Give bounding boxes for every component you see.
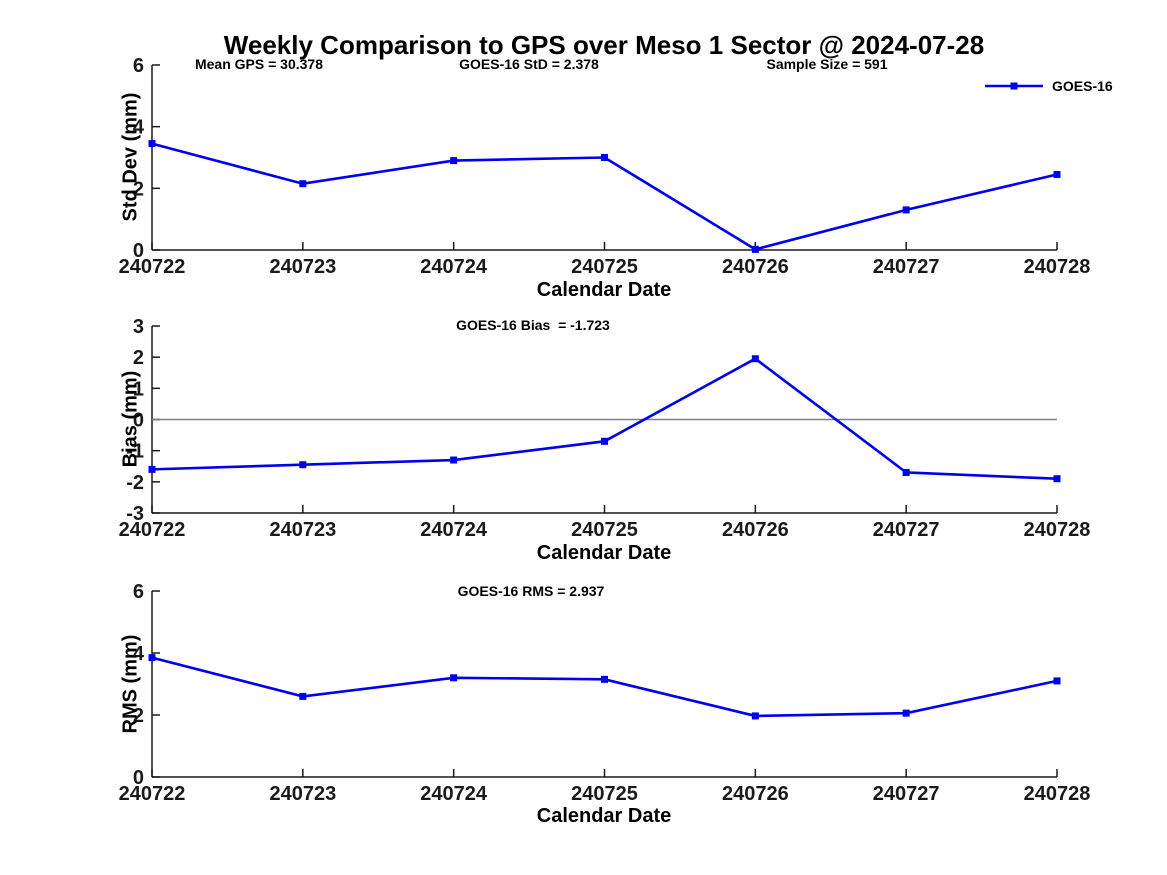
y-tick-label: 0 <box>133 240 144 262</box>
data-point-marker <box>1053 475 1061 483</box>
x-tick-label: 240726 <box>722 256 789 278</box>
data-point-marker <box>299 461 307 469</box>
data-point-marker <box>902 468 910 476</box>
data-point-marker <box>601 437 608 445</box>
y-axis-label-std-dev: Std Dev (mm) <box>119 92 142 222</box>
legend-label: GOES-16 <box>1052 78 1113 94</box>
y-tick-label: 0 <box>133 767 144 789</box>
y-tick-label: 1 <box>133 378 144 400</box>
y-tick-label: 0 <box>133 410 144 432</box>
x-tick-label: 240725 <box>571 783 638 805</box>
data-point-marker <box>450 674 458 682</box>
legend-line-marker-icon <box>985 82 1043 90</box>
x-tick-label: 240728 <box>1024 783 1091 805</box>
y-tick-label: 2 <box>133 347 144 369</box>
x-tick-label: 240722 <box>119 256 186 278</box>
data-point-marker <box>1053 170 1061 178</box>
x-axis-label-panel1: Calendar Date <box>536 279 672 301</box>
data-point-marker <box>601 154 608 161</box>
y-tick-label: 6 <box>133 55 144 77</box>
y-axis-label-rms: RMS (mm) <box>119 634 142 734</box>
y-tick-label: 2 <box>133 178 144 200</box>
x-tick-label: 240723 <box>269 783 336 805</box>
data-point-marker <box>902 206 910 214</box>
x-tick-label: 240724 <box>420 256 488 278</box>
x-axis-label-panel2: Calendar Date <box>536 542 672 564</box>
x-tick-label: 240728 <box>1024 256 1091 278</box>
annotation-mean-gps: Mean GPS = 30.378 <box>194 56 324 72</box>
y-tick-label: 2 <box>133 705 144 727</box>
x-tick-label: 240727 <box>873 256 940 278</box>
annotation-sample-size: Sample Size = 591 <box>766 56 888 72</box>
x-tick-label: 240724 <box>420 783 488 805</box>
data-point-marker <box>751 355 759 363</box>
data-point-marker <box>299 692 307 700</box>
series-line-GOES-16 <box>151 357 1058 481</box>
data-point-marker <box>751 245 759 253</box>
y-tick-label: -3 <box>126 503 144 525</box>
annotation-goes16-bias: GOES-16 Bias = -1.723 <box>456 317 610 333</box>
annotation-goes16-std: GOES-16 StD = 2.378 <box>459 56 599 72</box>
x-tick-label: 240726 <box>722 519 789 541</box>
data-point-marker <box>450 456 458 464</box>
data-point-marker <box>1053 677 1061 685</box>
data-point-marker <box>450 157 458 165</box>
data-point-marker <box>902 709 910 717</box>
y-axis-label-bias: Bias (mm) <box>119 370 142 468</box>
data-point-marker <box>299 180 307 188</box>
panel-rms: 0 2 4 6 240722 240723 240724 240725 240726 240727… <box>119 581 1091 805</box>
y-tick-label: -2 <box>126 472 144 494</box>
y-tick-label: 4 <box>133 643 145 665</box>
x-tick-label: 240723 <box>269 256 336 278</box>
x-axis-label-panel3: Calendar Date <box>536 805 672 827</box>
annotation-goes16-rms: GOES-16 RMS = 2.937 <box>457 583 605 599</box>
series-line-GOES-16 <box>151 656 1058 718</box>
chart-title: Weekly Comparison to GPS over Meso 1 Sec… <box>223 30 985 60</box>
data-point-marker <box>148 654 156 662</box>
x-tick-label: 240722 <box>119 519 186 541</box>
legend: GOES-16 <box>984 78 1113 94</box>
panel-std-dev: 0 2 4 6 240722 240723 240724 240725 240726 240727… <box>119 55 1091 278</box>
x-tick-label: 240728 <box>1024 519 1091 541</box>
x-tick-label: 240727 <box>873 783 940 805</box>
x-tick-label: 240724 <box>420 519 488 541</box>
panel-bias: -3 -2 -1 0 1 2 3 240722 240723 240724 240725 240726… <box>119 316 1091 541</box>
y-tick-label: -1 <box>126 441 144 463</box>
x-tick-label: 240727 <box>873 519 940 541</box>
y-tick-label: 6 <box>133 581 144 603</box>
y-tick-label: 3 <box>133 316 144 338</box>
data-point-marker <box>751 712 759 720</box>
x-tick-label: 240723 <box>269 519 336 541</box>
data-point-marker <box>148 140 156 148</box>
x-tick-label: 240725 <box>571 256 638 278</box>
x-tick-label: 240725 <box>571 519 638 541</box>
data-point-marker <box>601 675 608 683</box>
data-point-marker <box>148 465 156 473</box>
x-tick-label: 240726 <box>722 783 789 805</box>
y-tick-label: 4 <box>133 117 145 139</box>
x-tick-label: 240722 <box>119 783 186 805</box>
